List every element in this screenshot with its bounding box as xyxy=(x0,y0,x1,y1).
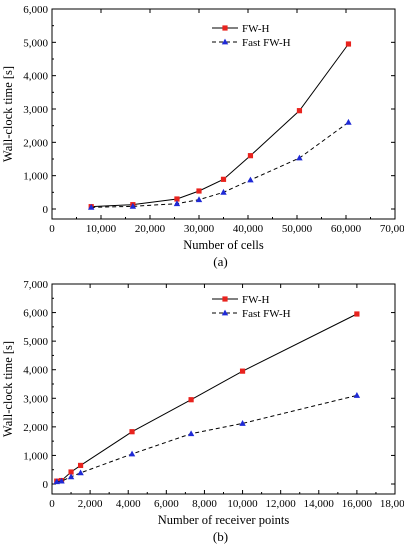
x-tick-label: 6,000 xyxy=(154,498,179,510)
data-point-fast-fwh xyxy=(345,118,352,125)
data-point-fwh xyxy=(129,429,135,435)
y-tick-label: 0 xyxy=(43,204,49,216)
x-tick-label: 12,000 xyxy=(266,498,297,510)
y-axis-title: Wall-clock time [s] xyxy=(1,66,15,162)
x-tick-label: 18,000 xyxy=(380,498,404,510)
legend-marker-fast-fwh xyxy=(221,38,229,45)
data-point-fwh xyxy=(220,176,227,182)
data-point-fwh xyxy=(196,188,202,194)
data-point-fwh xyxy=(296,108,303,114)
data-point-fwh xyxy=(239,368,246,374)
x-tick-label: 0 xyxy=(49,498,55,510)
data-point-fast-fwh xyxy=(173,200,181,207)
series-line-fwh xyxy=(56,313,358,482)
y-tick-label: 5,000 xyxy=(23,37,48,49)
series-line-fast-fwh xyxy=(56,394,358,483)
x-tick-label: 20,000 xyxy=(135,223,166,235)
legend-marker-fwh xyxy=(222,296,228,302)
data-point-fast-fwh xyxy=(187,430,195,437)
legend-label-fwh: FW-H xyxy=(242,23,270,35)
data-point-fast-fwh xyxy=(129,202,137,209)
plot-frame xyxy=(51,8,396,220)
x-tick-label: 50,000 xyxy=(282,223,313,235)
chart-panel-a: 0 10,000 20,000 30,000 40,000 50,000 60,000 70,… xyxy=(1,4,404,269)
y-tick-label: 4,000 xyxy=(23,365,48,377)
data-point-fast-fwh xyxy=(239,420,246,426)
y-tick-label: 7,000 xyxy=(23,279,48,291)
data-point-fwh xyxy=(247,153,254,159)
y-tick-label: 2,000 xyxy=(23,422,48,434)
legend-label-fast-fwh: Fast FW-H xyxy=(242,37,291,49)
x-tick-label: 4,000 xyxy=(116,498,141,510)
legend-label-fwh: FW-H xyxy=(242,294,270,306)
legend-marker-fast-fwh xyxy=(221,309,229,316)
y-tick-label: 5,000 xyxy=(23,336,48,348)
panel-label: (b) xyxy=(213,529,228,544)
series-line-fwh xyxy=(91,43,349,208)
y-tick-label: 1,000 xyxy=(23,171,48,183)
data-point-fwh xyxy=(345,41,352,47)
data-point-fast-fwh xyxy=(58,477,65,484)
y-tick-label: 4,000 xyxy=(23,71,48,83)
x-tick-label: 8,000 xyxy=(192,498,217,510)
x-tick-label: 10,000 xyxy=(227,498,258,510)
x-tick-label: 70,000 xyxy=(380,223,404,235)
data-point-fast-fwh xyxy=(77,469,84,476)
y-axis-title: Wall-clock time [s] xyxy=(1,341,15,437)
x-axis-title: Number of receiver points xyxy=(158,513,290,527)
x-axis-title: Number of cells xyxy=(183,238,264,252)
series-line-fast-fwh xyxy=(91,121,349,208)
y-tick-label: 6,000 xyxy=(23,4,48,16)
data-point-fast-fwh xyxy=(220,188,227,195)
data-point-fast-fwh xyxy=(53,478,60,485)
x-tick-label: 14,000 xyxy=(304,498,335,510)
x-tick-label: 40,000 xyxy=(233,223,264,235)
panel-label: (a) xyxy=(213,254,227,269)
x-tick-label: 16,000 xyxy=(342,498,373,510)
data-point-fast-fwh xyxy=(247,176,254,183)
y-tick-label: 3,000 xyxy=(23,393,48,405)
plot-frame xyxy=(51,283,396,495)
legend-label-fast-fwh: Fast FW-H xyxy=(242,308,291,320)
y-tick-label: 2,000 xyxy=(23,137,48,149)
data-point-fast-fwh xyxy=(88,203,95,210)
data-point-fwh xyxy=(77,462,84,469)
data-point-fast-fwh xyxy=(67,473,75,480)
chart-panel-b: 0 2,000 4,000 6,000 8,000 10,000 12,000 14,000 1… xyxy=(1,279,404,544)
legend-marker-fwh xyxy=(222,25,228,31)
data-point-fwh xyxy=(174,196,180,202)
y-tick-label: 0 xyxy=(43,479,49,491)
data-point-fast-fwh xyxy=(195,196,203,203)
x-tick-label: 60,000 xyxy=(331,223,362,235)
data-point-fwh xyxy=(188,397,194,403)
data-point-fwh xyxy=(68,469,74,475)
data-point-fast-fwh xyxy=(296,154,303,161)
data-point-fast-fwh xyxy=(353,392,361,398)
x-tick-label: 30,000 xyxy=(184,223,215,235)
x-tick-label: 2,000 xyxy=(78,498,103,510)
y-tick-label: 1,000 xyxy=(23,450,48,462)
y-tick-label: 6,000 xyxy=(23,308,48,320)
x-tick-label: 0 xyxy=(49,223,55,235)
y-tick-label: 3,000 xyxy=(23,104,48,116)
data-point-fwh xyxy=(354,311,360,317)
x-tick-label: 10,000 xyxy=(86,223,117,235)
data-point-fast-fwh xyxy=(128,450,136,457)
